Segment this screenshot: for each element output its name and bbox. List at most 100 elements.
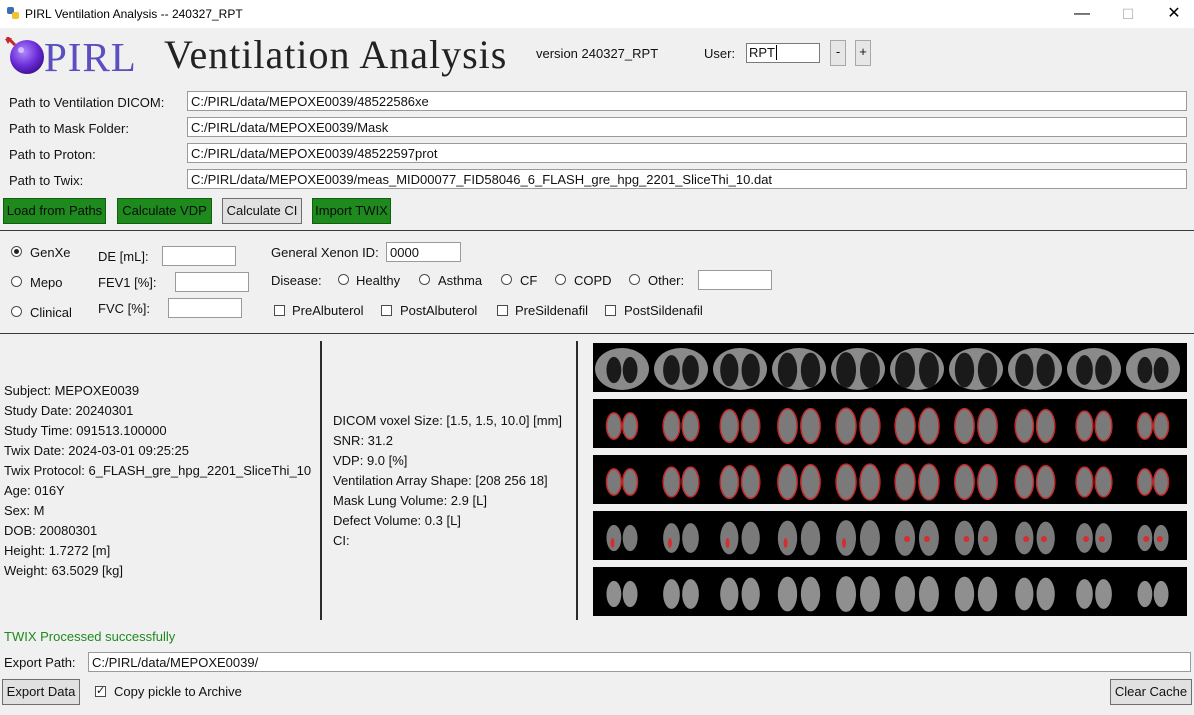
logo-text: PIRL	[44, 34, 137, 80]
lung-slice-thumbnail	[606, 580, 638, 608]
user-input-value: RPT	[749, 45, 775, 60]
calculate-vdp-button[interactable]: Calculate VDP	[117, 198, 212, 224]
lung-slice-thumbnail	[662, 466, 700, 498]
lung-slice-thumbnail	[954, 576, 998, 612]
lung-slice-thumbnail	[895, 520, 939, 556]
export-data-button[interactable]: Export Data	[2, 679, 80, 705]
other-radio[interactable]	[629, 274, 640, 285]
lung-slice-thumbnail	[777, 407, 821, 445]
array-shape-line: Ventilation Array Shape: [208 256 18]	[333, 473, 548, 488]
lung-slice-thumbnail	[719, 408, 761, 444]
postalbuterol-checkbox[interactable]	[381, 305, 392, 316]
ci-line: CI:	[333, 533, 350, 548]
postalbuterol-label: PostAlbuterol	[400, 303, 478, 318]
snr-line: SNR: 31.2	[333, 433, 393, 448]
clinical-radio[interactable]	[11, 306, 22, 317]
load-from-paths-button[interactable]: Load from Paths	[3, 198, 106, 224]
fvc-label: FVC [%]:	[98, 301, 151, 316]
user-input[interactable]: RPT	[746, 43, 820, 63]
status-message: TWIX Processed successfully	[4, 629, 176, 644]
copd-radio[interactable]	[555, 274, 566, 285]
dicom-path-label: Path to Ventilation DICOM:	[9, 95, 165, 110]
postsildenafil-checkbox[interactable]	[605, 305, 616, 316]
cf-radio[interactable]	[501, 274, 512, 285]
mask-overlay-image-strip	[593, 399, 1187, 448]
lung-slice-thumbnail	[713, 348, 767, 390]
de-input[interactable]	[162, 246, 236, 266]
lung-slice-thumbnail	[954, 407, 998, 445]
xenon-id-input[interactable]: 0000	[386, 242, 461, 262]
close-button[interactable]: ✕	[1167, 5, 1181, 22]
lung-slice-thumbnail	[1067, 348, 1121, 390]
lung-slice-thumbnail	[1075, 466, 1113, 498]
panel-divider-right	[576, 341, 578, 620]
minimize-button[interactable]: —	[1074, 5, 1090, 22]
prealbuterol-label: PreAlbuterol	[292, 303, 364, 318]
lung-slice-thumbnail	[894, 407, 940, 445]
twix-path-input[interactable]: C:/PIRL/data/MEPOXE0039/meas_MID00077_FI…	[187, 169, 1187, 189]
cf-label: CF	[520, 273, 538, 288]
lung-slice-thumbnail	[720, 521, 760, 555]
healthy-radio[interactable]	[338, 274, 349, 285]
postsildenafil-label: PostSildenafil	[624, 303, 703, 318]
lung-slice-thumbnail	[831, 348, 885, 390]
lung-slice-thumbnail	[895, 576, 939, 612]
lung-slice-thumbnail	[1126, 348, 1180, 390]
lung-slice-thumbnail	[836, 520, 880, 556]
xenon-id-label: General Xenon ID:	[271, 245, 379, 260]
proton-image-strip	[593, 343, 1187, 392]
user-minus-button[interactable]: -	[830, 40, 846, 66]
export-path-label: Export Path:	[4, 655, 76, 670]
lung-slice-thumbnail	[663, 523, 699, 553]
lung-slice-thumbnail	[836, 576, 880, 612]
calculate-ci-button[interactable]: Calculate CI	[222, 198, 302, 224]
fvc-input[interactable]	[168, 298, 242, 318]
clear-cache-button[interactable]: Clear Cache	[1110, 679, 1192, 705]
copy-pickle-checkbox[interactable]	[95, 684, 106, 697]
mask-path-input[interactable]: C:/PIRL/data/MEPOXE0039/Mask	[187, 117, 1187, 137]
asthma-radio[interactable]	[419, 274, 430, 285]
lung-slice-thumbnail	[1015, 521, 1055, 555]
presildenafil-checkbox[interactable]	[497, 305, 508, 316]
other-disease-input[interactable]	[698, 270, 772, 290]
lung-slice-thumbnail	[1137, 580, 1169, 608]
lung-slice-thumbnail	[605, 412, 639, 440]
lung-slice-thumbnail	[605, 468, 639, 496]
study-date-line: Study Date: 20240301	[4, 403, 134, 418]
lung-slice-thumbnail	[663, 579, 699, 609]
lung-slice-thumbnail	[777, 520, 821, 556]
prealbuterol-checkbox[interactable]	[274, 305, 285, 316]
asthma-label: Asthma	[438, 273, 483, 288]
proton-path-input[interactable]: C:/PIRL/data/MEPOXE0039/48522597prot	[187, 143, 1187, 163]
subject-line: Subject: MEPOXE0039	[4, 383, 140, 398]
copy-pickle-label: Copy pickle to Archive	[114, 684, 242, 699]
user-label: User:	[704, 46, 736, 61]
voxel-size-line: DICOM voxel Size: [1.5, 1.5, 10.0] [mm]	[333, 413, 563, 428]
mask-path-label: Path to Mask Folder:	[9, 121, 129, 136]
copd-label: COPD	[574, 273, 612, 288]
genxe-label: GenXe	[30, 245, 71, 260]
study-time-line: Study Time: 091513.100000	[4, 423, 167, 438]
healthy-label: Healthy	[356, 273, 401, 288]
lung-slice-thumbnail	[954, 520, 998, 556]
lung-slice-thumbnail	[777, 576, 821, 612]
version-label: version 240327_RPT	[536, 46, 659, 61]
divider-top	[0, 230, 1194, 231]
import-twix-button[interactable]: Import TWIX	[312, 198, 391, 224]
export-path-input[interactable]: C:/PIRL/data/MEPOXE0039/	[88, 652, 1191, 672]
dicom-path-input[interactable]: C:/PIRL/data/MEPOXE0039/48522586xe	[187, 91, 1187, 111]
fev1-input[interactable]	[175, 272, 249, 292]
genxe-radio[interactable]	[11, 246, 22, 257]
defect-overlay-image-strip	[593, 511, 1187, 560]
mepo-radio[interactable]	[11, 276, 22, 287]
user-plus-button[interactable]: +	[855, 40, 871, 66]
sex-line: Sex: M	[4, 503, 45, 518]
proton-path-label: Path to Proton:	[9, 147, 96, 162]
lung-slice-thumbnail	[1076, 579, 1112, 609]
lung-slice-thumbnail	[595, 348, 649, 390]
twix-date-line: Twix Date: 2024-03-01 09:25:25	[4, 443, 190, 458]
lung-slice-thumbnail	[894, 463, 940, 501]
lung-slice-thumbnail	[890, 348, 944, 390]
lung-slice-thumbnail	[606, 524, 638, 552]
maximize-button[interactable]: ☐	[1121, 6, 1135, 22]
